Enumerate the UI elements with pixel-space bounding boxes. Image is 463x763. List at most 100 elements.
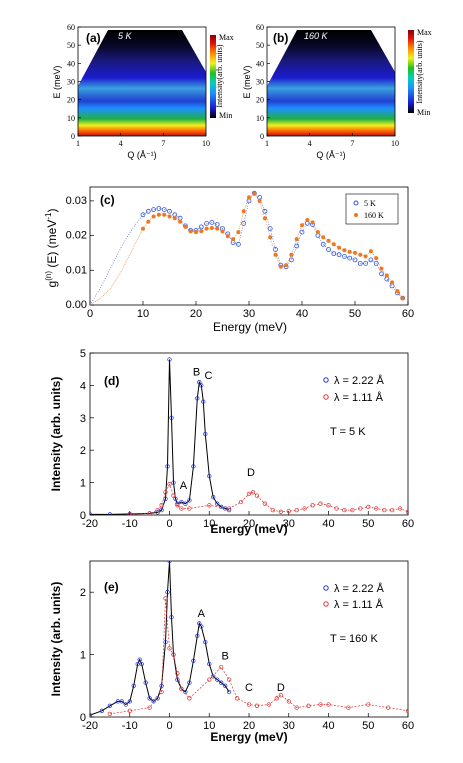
spectrum-d-lambda-111-point [310,503,315,508]
spectrum-d-lambda-111-point [262,501,268,506]
spectrum-d-series [90,357,408,515]
dos-ytick-label-1: 0.01 [66,264,87,276]
spectrum-d-temperature: T = 5 K [330,426,366,438]
spectrum-e-lambda-222-point [207,661,212,667]
spectrum-d-lambda-111-point [226,506,232,511]
spectrum-d-legend-1-marker [323,377,329,383]
spectrum-e-lambda-222-point [187,680,192,685]
dos-xtick-label-6: 60 [402,308,414,320]
spectrum-e-lambda-222-point [107,703,113,708]
spectrum-e-xtick-label-3: 10 [203,720,215,732]
dos-ytick-label-2: 0.02 [66,230,87,242]
spectrum-d-lambda-222-point [155,510,160,515]
dos-5k-point [294,243,300,249]
heatmap-a-xtick-label-1: 4 [119,139,123,148]
dos-160k-point [172,216,177,221]
spectrum-d-lambda-111-point [246,491,252,497]
spectrum-e-legend-2-marker [323,601,329,607]
dos-5k-point [299,229,305,235]
spectrum-d-lambda-111-point [374,506,379,511]
heatmap-a-ylabel: E (meV) [52,65,62,98]
spectrum-e-lambda-111-point [254,703,260,708]
dos-5k-point [363,260,369,266]
spectrum-d-xtick-label-3: 10 [203,518,215,530]
panel-e-label: (e) [104,580,119,594]
spectrum-d-lambda-111-point [366,504,371,510]
dos-160k-point [231,237,236,242]
spectrum-d-lambda-111-point [127,512,132,515]
spectrum-e-lambda-111-point [286,699,291,704]
spectrum-d-lambda-222-point [199,383,204,388]
spectrum-d-lambda-222-point [90,512,93,515]
dos-legend-160k: 160 K [364,211,384,220]
spectrum-d-peak-labels: A B C D [180,367,255,492]
spectrum-d-lambda-111-point [294,507,299,513]
spectrum-d-legend-2: λ = 1.11 Å [334,391,384,404]
spectrum-d-lambda-111-point [187,506,192,511]
spectrum-d-lambda-111-point [163,490,168,495]
dos-160k-point [342,248,347,253]
dos-160k-point [305,218,310,222]
spectrum-e-series [90,561,408,717]
panel-b-label: (b) [273,31,288,45]
spectrum-d-lambda-222-point [165,464,170,469]
heatmap-a-ytick-label-3: 30 [67,78,75,87]
dos-160k-point [204,226,209,231]
spectrum-e-legend-1: λ = 2.22 Å [334,582,385,595]
spectrum-d-xtick-label-5: 30 [283,518,295,530]
dos-160k-point [162,212,167,217]
dos-5k-point [368,257,374,263]
dos-5k-point [347,255,353,261]
dos-160k-point [188,229,193,234]
dos-160k-point [358,252,363,257]
spectrum-d-ytick-label-4: 4 [80,380,86,392]
dos-160k-point [294,237,299,242]
spectrum-d-xtick-label-6: 40 [322,518,334,530]
dos-160k-point [353,250,357,255]
spectrum-d-lambda-222-point [159,507,164,513]
heatmap-a-ytick-label-0: 0 [71,132,75,141]
dos-5k-point [209,219,215,225]
dos-5k-point [373,260,379,266]
spectrum-e-lambda-222-point [211,674,216,679]
dos-160k-point [347,249,352,254]
spectrum-d-lambda-111-point [159,503,164,508]
dos-xlabel: Energy (meV) [213,320,287,334]
spectrum-d-lambda-222-point [183,501,188,506]
dos-series [90,190,406,305]
spectrum-e-lambda-111-point [219,664,224,670]
heatmap-b-xtick-label-1: 4 [308,139,312,148]
dos-5k-point [161,207,167,213]
spectrum-d-lambda-111-point [405,509,408,514]
heatmap-a-ytick-label-4: 40 [67,59,75,68]
dos-160k-point [194,230,198,235]
spectrum-e-lambda-222-point [115,699,120,704]
dos-5k-point [262,208,268,214]
dos-5k-point [315,233,321,239]
dos-ytick-label-0: 0.00 [66,299,87,311]
heatmap-b-ytick-label-5: 50 [256,41,264,50]
dos-160k-point [167,214,172,219]
dos-160k-point [241,209,246,214]
heatmap-b-xlabel: Q (Å⁻¹) [316,150,345,160]
spectrum-e-lambda-222-point [191,658,196,663]
spectrum-e-lambda-222-point [223,683,228,688]
spectrum-d-lambda-111-point [278,509,283,514]
spectrum-d-lambda-222-point [167,357,172,362]
spectrum-e-lambda-222-point [226,689,232,695]
dos-160k-point [225,234,230,239]
dos-5k-point [140,212,146,218]
panel-a-label: (a) [86,31,101,45]
dos-5k-point [156,206,162,211]
spectrum-e-lambda-222-point [219,680,224,685]
dos-ylabel: g(n) (E) (meV-1) [44,209,59,288]
dos-160k-point [183,224,188,229]
heatmap-a-ytick-label-6: 60 [67,23,75,32]
dos-axes: 0 10 20 30 40 50 60 0.00 0.01 0.02 0.03 [66,195,415,320]
spectrum-e-lambda-222-point [137,657,142,662]
spectrum-e-lambda-222-point [143,680,148,685]
spectrum-e-lambda-222-point [195,633,200,639]
dos-5k-point [198,224,204,230]
spectrum-d-ytick-label-0: 0 [80,510,86,522]
panel-d-spectrum-5k: (d) -20 -10 0 10 20 30 40 50 60 0 1 2 3 4 5 A B C D λ = 2… [49,348,414,536]
